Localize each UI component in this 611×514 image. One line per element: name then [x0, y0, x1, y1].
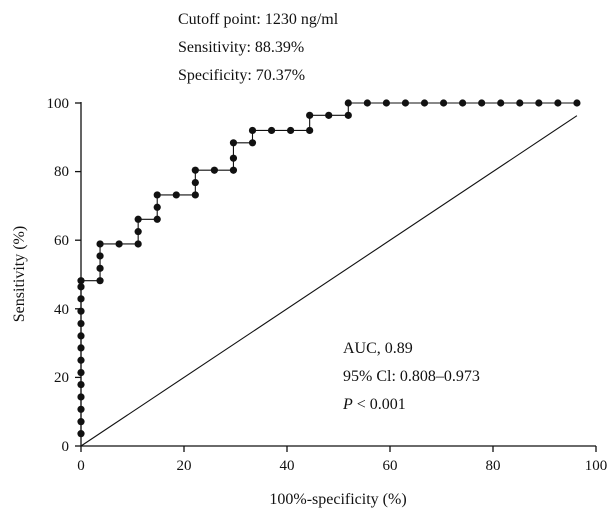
roc-point: [153, 191, 161, 199]
roc-point: [325, 111, 333, 119]
roc-point: [306, 126, 314, 135]
sensitivity-annotation: Sensitivity: 88.39%: [178, 39, 304, 56]
roc-point: [516, 99, 524, 107]
roc-curve-group: [80, 102, 577, 434]
roc-point: [420, 99, 429, 107]
roc-point: [77, 418, 85, 426]
roc-point: [77, 332, 85, 340]
roc-point: [96, 264, 104, 272]
roc-point: [172, 191, 180, 199]
roc-point: [77, 405, 85, 413]
auc-annotation: AUC, 0.89: [343, 340, 413, 357]
x-tick-label-0: 0: [77, 458, 85, 474]
ci-annotation: 95% Cl: 0.808–0.973: [343, 368, 480, 385]
roc-point: [77, 307, 85, 315]
roc-point: [134, 240, 142, 248]
roc-point: [77, 430, 85, 438]
roc-points-group: [77, 99, 581, 438]
y-tick-label-20: 20: [54, 370, 69, 386]
y-tick-label-80: 80: [54, 164, 69, 180]
roc-point: [401, 99, 410, 107]
tick-marks: [75, 102, 597, 452]
roc-point: [229, 139, 238, 147]
roc-point: [77, 319, 85, 328]
roc-point: [77, 277, 85, 285]
x-tick-label-40: 40: [280, 458, 295, 474]
roc-point: [306, 111, 314, 119]
cutoff-annotation: Cutoff point: 1230 ng/ml: [178, 11, 339, 28]
p-value-annotation: P < 0.001: [342, 396, 406, 413]
x-tick-label-20: 20: [177, 458, 192, 474]
specificity-annotation: Specificity: 70.37%: [178, 67, 305, 84]
roc-point: [96, 252, 104, 260]
roc-point: [77, 344, 85, 352]
roc-point: [77, 368, 85, 377]
roc-point: [248, 126, 257, 135]
y-tick-label-100: 100: [47, 96, 70, 112]
y-tick-label-0: 0: [62, 439, 70, 455]
roc-point: [191, 178, 199, 187]
roc-point: [210, 166, 218, 174]
roc-point: [134, 228, 142, 236]
reference-diagonal-line: [80, 115, 578, 447]
roc-point: [134, 215, 142, 223]
roc-point: [115, 240, 123, 248]
roc-point: [96, 277, 104, 285]
roc-point: [77, 295, 85, 303]
roc-point: [573, 99, 581, 107]
x-tick-label-100: 100: [585, 458, 608, 474]
y-tick-label-60: 60: [54, 233, 69, 249]
roc-point: [248, 139, 257, 147]
roc-point: [191, 166, 199, 174]
roc-point: [229, 154, 238, 162]
roc-point: [77, 356, 85, 364]
roc-point: [153, 203, 161, 211]
roc-point: [267, 126, 276, 135]
roc-point: [191, 191, 199, 199]
roc-point: [554, 99, 562, 107]
p-threshold: < 0.001: [353, 396, 406, 413]
roc-point: [478, 99, 486, 107]
x-axis-title: 100%-specificity (%): [269, 491, 406, 508]
y-axis-title: Sensitivity (%): [11, 226, 28, 322]
roc-point: [439, 99, 448, 107]
roc-point: [363, 99, 371, 107]
y-tick-label-40: 40: [54, 302, 69, 318]
reference-line-group: [80, 115, 578, 447]
roc-point: [344, 111, 352, 119]
roc-point: [96, 240, 104, 248]
roc-point: [344, 99, 352, 107]
p-symbol: P: [342, 396, 353, 413]
roc-point: [459, 99, 467, 107]
roc-point: [287, 126, 295, 135]
x-tick-label-60: 60: [383, 458, 398, 474]
roc-point: [497, 99, 505, 107]
roc-point: [77, 283, 85, 291]
roc-point: [535, 99, 543, 107]
roc-point: [382, 99, 390, 107]
roc-point: [153, 215, 161, 223]
roc-point: [77, 393, 85, 401]
roc-point: [77, 381, 85, 389]
x-tick-label-80: 80: [486, 458, 501, 474]
roc-point: [229, 166, 238, 174]
roc-curve-line: [80, 102, 577, 434]
